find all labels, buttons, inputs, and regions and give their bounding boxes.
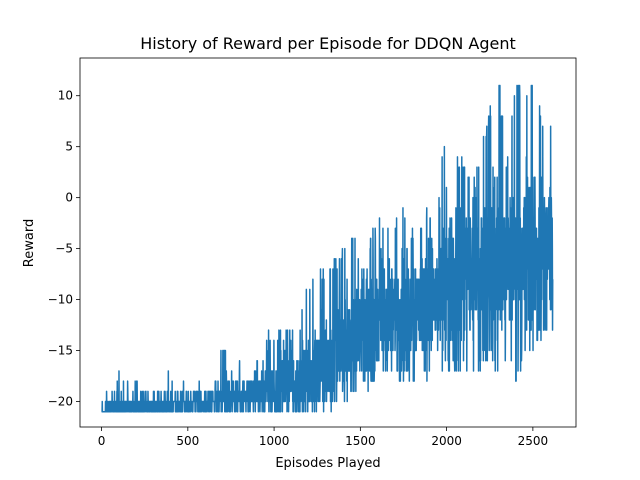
- x-tick-label: 1500: [345, 434, 376, 448]
- x-tick-label: 2000: [431, 434, 462, 448]
- reward-series-line: [100, 84, 554, 413]
- x-axis-label: Episodes Played: [275, 456, 380, 471]
- chart-title: History of Reward per Episode for DDQN A…: [140, 34, 516, 53]
- y-tick-label: −20: [48, 395, 73, 409]
- x-tick-label: 1000: [259, 434, 290, 448]
- y-tick-label: 0: [65, 191, 73, 205]
- x-tick-label: 500: [176, 434, 199, 448]
- axes-layer: 0 500 1000 1500 2000 2500 −20 −15 −10 −5 0 5 10: [48, 89, 548, 448]
- y-tick-label: 5: [65, 140, 73, 154]
- y-axis-label: Reward: [22, 219, 37, 267]
- plot-frame: [79, 57, 577, 428]
- y-tick-label: −15: [48, 344, 73, 358]
- x-tick-label: 0: [98, 434, 106, 448]
- y-tick-label: −10: [48, 293, 73, 307]
- x-tick-label: 2500: [518, 434, 549, 448]
- series-layer: [100, 84, 554, 413]
- y-tick-label: −5: [55, 242, 73, 256]
- y-tick-label: 10: [58, 89, 73, 103]
